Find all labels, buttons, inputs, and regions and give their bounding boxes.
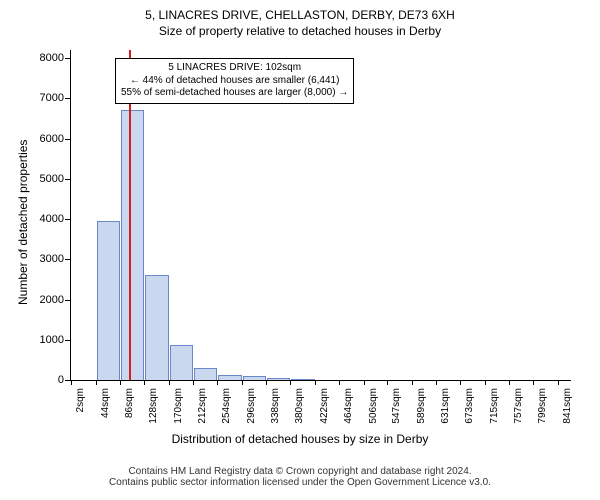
histogram-bar (194, 368, 217, 380)
y-tick-mark (65, 300, 70, 301)
x-tick-mark (460, 380, 461, 385)
x-tick-label: 170sqm (173, 388, 184, 432)
y-tick-mark (65, 139, 70, 140)
x-tick-mark (485, 380, 486, 385)
x-tick-mark (558, 380, 559, 385)
annotation-line-3: 55% of semi-detached houses are larger (… (121, 87, 348, 100)
footer: Contains HM Land Registry data © Crown c… (0, 466, 600, 488)
x-tick-label: 212sqm (197, 388, 208, 432)
y-tick-label: 4000 (40, 213, 64, 225)
x-tick-mark (412, 380, 413, 385)
x-tick-mark (509, 380, 510, 385)
y-tick-label: 2000 (40, 294, 64, 306)
x-tick-mark (339, 380, 340, 385)
histogram-bar (291, 379, 314, 380)
x-tick-label: 799sqm (537, 388, 548, 432)
x-tick-mark (533, 380, 534, 385)
x-tick-label: 380sqm (294, 388, 305, 432)
x-tick-mark (71, 380, 72, 385)
x-tick-mark (120, 380, 121, 385)
y-tick-mark (65, 380, 70, 381)
histogram-bar (267, 378, 290, 380)
x-tick-label: 506sqm (368, 388, 379, 432)
y-tick-label: 3000 (40, 253, 64, 265)
y-tick-label: 5000 (40, 173, 64, 185)
y-tick-mark (65, 179, 70, 180)
x-tick-mark (266, 380, 267, 385)
x-tick-mark (364, 380, 365, 385)
x-axis-label: Distribution of detached houses by size … (0, 432, 600, 446)
x-tick-mark (315, 380, 316, 385)
y-tick-mark (65, 98, 70, 99)
y-tick-label: 6000 (40, 133, 64, 145)
x-tick-label: 44sqm (100, 388, 111, 432)
histogram-bar (145, 275, 168, 380)
chart-subtitle: Size of property relative to detached ho… (0, 24, 600, 38)
y-tick-label: 7000 (40, 92, 64, 104)
x-tick-label: 841sqm (562, 388, 573, 432)
annotation-box: 5 LINACRES DRIVE: 102sqm ← 44% of detach… (115, 58, 354, 104)
x-tick-mark (217, 380, 218, 385)
x-tick-label: 2sqm (75, 388, 86, 432)
x-tick-mark (242, 380, 243, 385)
x-tick-label: 296sqm (246, 388, 257, 432)
histogram-bar (121, 110, 144, 380)
y-axis-label: Number of detached properties (16, 140, 30, 305)
footer-line-1: Contains HM Land Registry data © Crown c… (0, 466, 600, 477)
x-tick-mark (436, 380, 437, 385)
histogram-bar (97, 221, 120, 380)
x-tick-mark (169, 380, 170, 385)
histogram-bar (170, 345, 193, 380)
x-tick-label: 464sqm (343, 388, 354, 432)
annotation-line-1: 5 LINACRES DRIVE: 102sqm (121, 62, 348, 75)
y-tick-label: 8000 (40, 52, 64, 64)
y-tick-label: 1000 (40, 334, 64, 346)
histogram-bar (243, 376, 266, 380)
x-tick-label: 757sqm (513, 388, 524, 432)
x-tick-mark (387, 380, 388, 385)
x-tick-mark (290, 380, 291, 385)
x-tick-label: 715sqm (489, 388, 500, 432)
x-tick-label: 338sqm (270, 388, 281, 432)
x-tick-mark (144, 380, 145, 385)
footer-line-2: Contains public sector information licen… (0, 477, 600, 488)
x-tick-label: 673sqm (464, 388, 475, 432)
x-tick-mark (193, 380, 194, 385)
x-tick-label: 422sqm (319, 388, 330, 432)
y-tick-mark (65, 219, 70, 220)
x-tick-mark (96, 380, 97, 385)
x-tick-label: 589sqm (416, 388, 427, 432)
annotation-line-2: ← 44% of detached houses are smaller (6,… (121, 75, 348, 88)
x-tick-label: 547sqm (391, 388, 402, 432)
y-tick-label: 0 (58, 374, 64, 386)
x-tick-label: 254sqm (221, 388, 232, 432)
x-tick-label: 631sqm (440, 388, 451, 432)
chart-container: 5, LINACRES DRIVE, CHELLASTON, DERBY, DE… (0, 0, 600, 500)
y-tick-mark (65, 58, 70, 59)
y-tick-mark (65, 259, 70, 260)
y-tick-mark (65, 340, 70, 341)
histogram-bar (218, 375, 241, 380)
x-tick-label: 128sqm (148, 388, 159, 432)
chart-title: 5, LINACRES DRIVE, CHELLASTON, DERBY, DE… (0, 8, 600, 22)
x-tick-label: 86sqm (124, 388, 135, 432)
